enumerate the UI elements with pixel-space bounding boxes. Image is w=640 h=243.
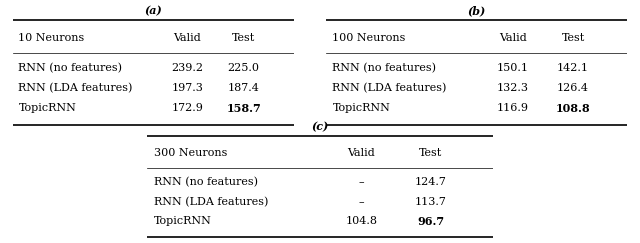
Text: 96.7: 96.7 [417,216,444,227]
Text: (a): (a) [145,5,163,16]
Text: 126.4: 126.4 [557,83,589,93]
Text: TopicRNN: TopicRNN [332,104,390,113]
Text: 239.2: 239.2 [172,63,204,73]
Text: TopicRNN: TopicRNN [19,104,76,113]
Text: 158.7: 158.7 [227,103,261,114]
Text: Valid: Valid [348,148,375,158]
Text: TopicRNN: TopicRNN [154,216,212,226]
Text: RNN (no features): RNN (no features) [19,63,122,73]
Text: Test: Test [232,33,255,43]
Text: RNN (no features): RNN (no features) [332,63,436,73]
Text: 116.9: 116.9 [497,104,529,113]
Text: RNN (LDA features): RNN (LDA features) [332,83,447,93]
Text: 150.1: 150.1 [497,63,529,73]
Text: 197.3: 197.3 [172,83,204,93]
Text: 132.3: 132.3 [497,83,529,93]
Text: RNN (LDA features): RNN (LDA features) [154,197,269,207]
Text: Valid: Valid [499,33,527,43]
Text: 300 Neurons: 300 Neurons [154,148,227,158]
Text: (c): (c) [312,122,328,132]
Text: 108.8: 108.8 [556,103,590,114]
Text: Valid: Valid [173,33,201,43]
Text: –: – [358,197,364,207]
Text: Test: Test [419,148,442,158]
Text: –: – [358,177,364,187]
Text: 113.7: 113.7 [415,197,447,207]
Text: 124.7: 124.7 [415,177,447,187]
Text: RNN (LDA features): RNN (LDA features) [19,83,133,93]
Text: 225.0: 225.0 [228,63,260,73]
Text: (b): (b) [468,5,486,16]
Text: Test: Test [561,33,585,43]
Text: RNN (no features): RNN (no features) [154,177,258,187]
Text: 172.9: 172.9 [172,104,204,113]
Text: 100 Neurons: 100 Neurons [332,33,406,43]
Text: 10 Neurons: 10 Neurons [19,33,84,43]
Text: 187.4: 187.4 [228,83,260,93]
Text: 142.1: 142.1 [557,63,589,73]
Text: 104.8: 104.8 [346,216,378,226]
